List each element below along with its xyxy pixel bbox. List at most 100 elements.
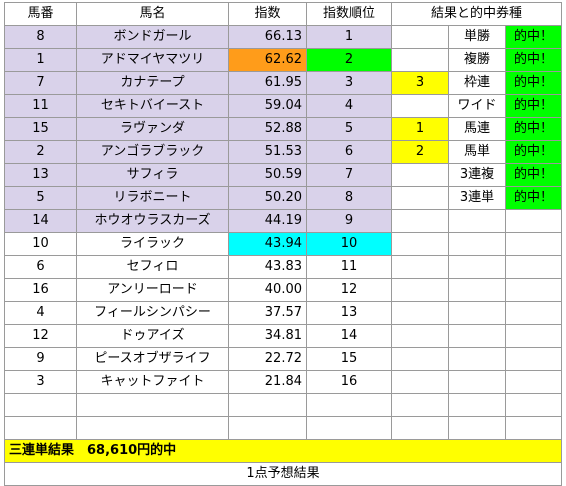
table-row: 4 フィールシンパシー 37.57 13 xyxy=(4,301,562,325)
blank-row xyxy=(4,416,562,440)
index-cell: 34.81 xyxy=(228,324,307,348)
empty-cell xyxy=(306,393,392,417)
index-cell: 61.95 xyxy=(228,71,307,95)
table-row: 13 サフィラ 50.59 7 3連複 的中！ xyxy=(4,163,562,187)
umaban-cell: 14 xyxy=(4,209,77,233)
index-cell: 21.84 xyxy=(228,370,307,394)
summary-row: 三連単結果 68,610円的中 xyxy=(4,439,562,463)
rank-cell: 14 xyxy=(306,324,392,348)
empty-cell xyxy=(505,393,562,417)
horse-name-cell: アドマイヤマツリ xyxy=(76,48,229,72)
bet-type-cell: 馬単 xyxy=(448,140,506,164)
result-mark-cell: 1 xyxy=(391,117,449,141)
empty-cell xyxy=(391,209,449,233)
header-row: 馬番 馬名 指数 指数順位 結果と的中券種 xyxy=(4,2,562,26)
rank-cell: 2 xyxy=(306,48,392,72)
umaban-cell: 13 xyxy=(4,163,77,187)
table-row: 15 ラヴァンダ 52.88 5 1 馬連 的中！ xyxy=(4,117,562,141)
index-cell: 22.72 xyxy=(228,347,307,371)
rank-cell: 3 xyxy=(306,71,392,95)
index-cell: 50.59 xyxy=(228,163,307,187)
empty-cell xyxy=(505,209,562,233)
umaban-cell: 9 xyxy=(4,347,77,371)
empty-cell xyxy=(4,416,77,440)
index-cell: 40.00 xyxy=(228,278,307,302)
horse-name-cell: セフィロ xyxy=(76,255,229,279)
bet-type-cell: 単勝 xyxy=(448,25,506,49)
empty-cell xyxy=(448,416,506,440)
hit-badge: 的中！ xyxy=(505,163,562,187)
table-row: 10 ライラック 43.94 10 xyxy=(4,232,562,256)
empty-cell xyxy=(505,370,562,394)
horse-name-cell: ラヴァンダ xyxy=(76,117,229,141)
hit-badge: 的中！ xyxy=(505,25,562,49)
empty-cell xyxy=(76,416,229,440)
empty-cell xyxy=(448,370,506,394)
umaban-cell: 10 xyxy=(4,232,77,256)
rank-cell: 5 xyxy=(306,117,392,141)
index-cell: 50.20 xyxy=(228,186,307,210)
empty-cell xyxy=(505,416,562,440)
bet-type-cell: 3連複 xyxy=(448,163,506,187)
empty-cell xyxy=(448,255,506,279)
empty-cell xyxy=(391,370,449,394)
hit-badge: 的中！ xyxy=(505,186,562,210)
header-result: 結果と的中券種 xyxy=(391,2,562,26)
bet-type-cell: 馬連 xyxy=(448,117,506,141)
header-umaban: 馬番 xyxy=(4,2,77,26)
header-index: 指数 xyxy=(228,2,307,26)
umaban-cell: 8 xyxy=(4,25,77,49)
empty-cell xyxy=(448,324,506,348)
horse-name-cell: リラボニート xyxy=(76,186,229,210)
hit-badge: 的中！ xyxy=(505,71,562,95)
umaban-cell: 5 xyxy=(4,186,77,210)
prediction-footer: 1点予想結果 xyxy=(4,462,562,486)
empty-cell xyxy=(505,324,562,348)
index-cell: 66.13 xyxy=(228,25,307,49)
result-mark-cell xyxy=(391,48,449,72)
empty-cell xyxy=(391,278,449,302)
result-mark-cell xyxy=(391,94,449,118)
umaban-cell: 2 xyxy=(4,140,77,164)
result-mark-cell: 2 xyxy=(391,140,449,164)
table-row: 5 リラボニート 50.20 8 3連単 的中！ xyxy=(4,186,562,210)
rank-cell: 12 xyxy=(306,278,392,302)
hit-badge: 的中！ xyxy=(505,140,562,164)
result-mark-cell: 3 xyxy=(391,71,449,95)
horse-name-cell: カナテープ xyxy=(76,71,229,95)
index-cell: 52.88 xyxy=(228,117,307,141)
hit-badge: 的中！ xyxy=(505,48,562,72)
index-cell: 44.19 xyxy=(228,209,307,233)
table-row: 6 セフィロ 43.83 11 xyxy=(4,255,562,279)
empty-cell xyxy=(391,255,449,279)
umaban-cell: 6 xyxy=(4,255,77,279)
rank-cell: 9 xyxy=(306,209,392,233)
empty-cell xyxy=(306,416,392,440)
table-row: 16 アンリーロード 40.00 12 xyxy=(4,278,562,302)
table-row: 1 アドマイヤマツリ 62.62 2 複勝 的中！ xyxy=(4,48,562,72)
header-horse-name: 馬名 xyxy=(76,2,229,26)
empty-cell xyxy=(391,393,449,417)
empty-cell xyxy=(76,393,229,417)
umaban-cell: 12 xyxy=(4,324,77,348)
umaban-cell: 16 xyxy=(4,278,77,302)
table-row: 14 ホウオウラスカーズ 44.19 9 xyxy=(4,209,562,233)
table-row: 3 キャットファイト 21.84 16 xyxy=(4,370,562,394)
umaban-cell: 3 xyxy=(4,370,77,394)
umaban-cell: 15 xyxy=(4,117,77,141)
result-table: 馬番 馬名 指数 指数順位 結果と的中券種 8 ボンドガール 66.13 1 単… xyxy=(4,2,562,486)
empty-cell xyxy=(391,301,449,325)
rank-cell: 10 xyxy=(306,232,392,256)
hit-badge: 的中！ xyxy=(505,94,562,118)
empty-cell xyxy=(505,255,562,279)
empty-cell xyxy=(391,416,449,440)
blank-row xyxy=(4,393,562,417)
empty-cell xyxy=(505,278,562,302)
index-cell: 51.53 xyxy=(228,140,307,164)
rank-cell: 8 xyxy=(306,186,392,210)
bet-type-cell: 枠連 xyxy=(448,71,506,95)
bet-type-cell: 複勝 xyxy=(448,48,506,72)
table-row: 11 セキトバイースト 59.04 4 ワイド 的中！ xyxy=(4,94,562,118)
empty-cell xyxy=(505,347,562,371)
rank-cell: 7 xyxy=(306,163,392,187)
